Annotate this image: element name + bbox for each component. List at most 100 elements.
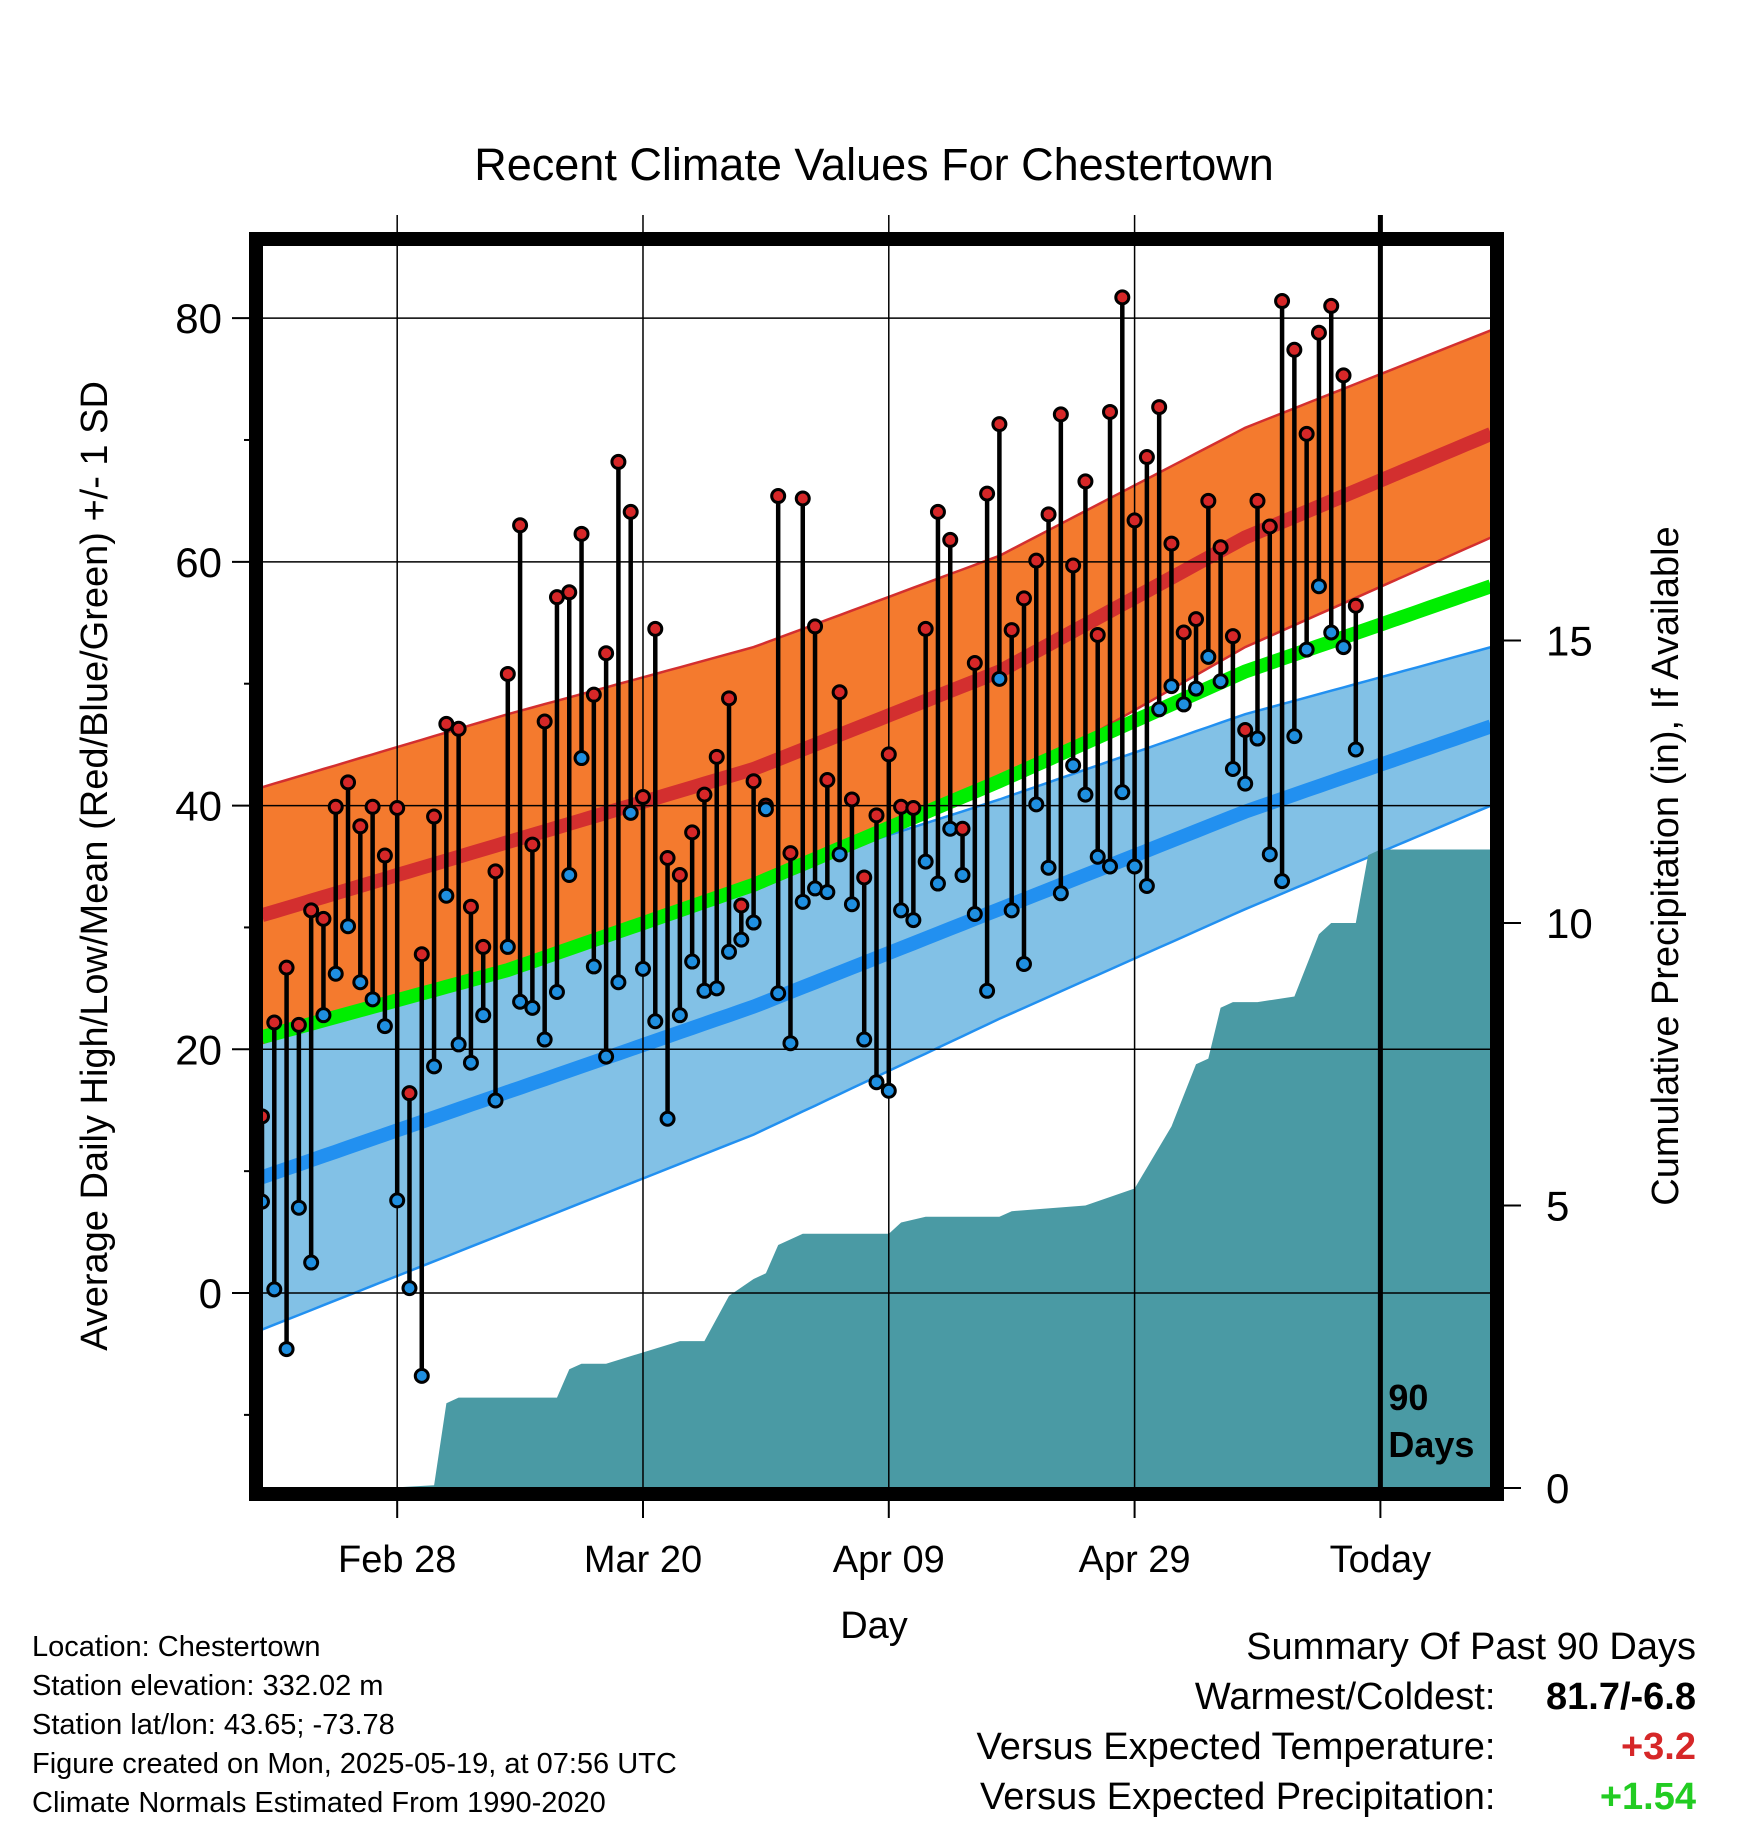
daily-low-point (1212, 673, 1229, 690)
elevation-text: Station elevation: 332.02 m (32, 1670, 384, 1702)
daily-low-point (979, 982, 996, 999)
daily-high-point (1274, 293, 1291, 310)
y-axis-label: Average Daily High/Low/Mean (Red/Blue/Gr… (74, 381, 116, 1351)
daily-high-point (745, 773, 762, 790)
daily-low-point (585, 958, 602, 975)
daily-low-point (880, 1082, 897, 1099)
daily-low-point (1335, 639, 1352, 656)
daily-high-point (1298, 425, 1315, 442)
daily-low-point (893, 902, 910, 919)
daily-low-point (1175, 696, 1192, 713)
daily-low-point (1188, 680, 1205, 697)
daily-low-point (610, 974, 627, 991)
daily-low-point (389, 1192, 406, 1209)
daily-low-point (548, 984, 565, 1001)
daily-high-point (856, 869, 873, 886)
daily-low-point (290, 1199, 307, 1216)
daily-low-point (315, 1007, 332, 1024)
daily-obs-layer (262, 289, 1364, 1384)
x-tick-label: Mar 20 (584, 1539, 702, 1581)
daily-low-point (1126, 858, 1143, 875)
daily-low-point (917, 853, 934, 870)
daily-low-point (843, 896, 860, 913)
daily-high-point (843, 791, 860, 808)
daily-low-point (524, 999, 541, 1016)
daily-high-point (364, 798, 381, 815)
daily-high-point (1347, 597, 1364, 614)
daily-low-point (634, 960, 651, 977)
latlon-text: Station lat/lon: 43.65; -73.78 (32, 1709, 395, 1741)
daily-low-point (684, 953, 701, 970)
y2-axis-label: Cumulative Precipitation (in), If Availa… (1645, 526, 1687, 1205)
x-tick-label: Apr 09 (833, 1539, 945, 1581)
daily-high-point (1040, 506, 1057, 523)
daily-low-point (757, 801, 774, 818)
daily-high-point (340, 774, 357, 791)
daily-high-point (573, 525, 590, 542)
daily-high-point (1015, 590, 1032, 607)
daily-high-point (733, 897, 750, 914)
daily-high-point (819, 771, 836, 788)
daily-low-point (413, 1367, 430, 1384)
daily-low-point (1323, 624, 1340, 641)
daily-low-point (1065, 757, 1082, 774)
daily-low-point (1114, 784, 1131, 801)
daily-high-point (979, 485, 996, 502)
daily-high-point (512, 517, 529, 534)
station-info: Location: Chestertown Station elevation:… (32, 1628, 677, 1823)
daily-high-point (684, 824, 701, 841)
daily-low-point (462, 1054, 479, 1071)
daily-low-point (1163, 678, 1180, 695)
precip-vs-expected-label: Versus Expected Precipitation: (980, 1776, 1496, 1818)
x-tick-label: Apr 29 (1079, 1539, 1191, 1581)
daily-low-point (708, 980, 725, 997)
daily-low-point (1102, 858, 1119, 875)
daily-low-point (499, 938, 516, 955)
daily-high-point (278, 959, 295, 976)
daily-low-point (1151, 701, 1168, 718)
daily-low-point (696, 982, 713, 999)
y-tick-label: 20 (175, 1026, 222, 1073)
daily-high-point (327, 798, 344, 815)
daily-high-point (905, 800, 922, 817)
daily-low-point (340, 918, 357, 935)
daily-high-point (831, 684, 848, 701)
daily-high-point (1163, 535, 1180, 552)
daily-high-point (1077, 473, 1094, 490)
daily-high-point (1126, 512, 1143, 529)
temp-vs-expected-value: +3.2 (1620, 1726, 1696, 1768)
precip-vs-expected-row: Versus Expected Precipitation: +1.54 (977, 1772, 1696, 1822)
days-word-label: Days (1388, 1424, 1474, 1465)
days-count-label: 90 (1388, 1377, 1428, 1418)
daily-high-point (450, 720, 467, 737)
warm-cold-label: Warmest/Coldest: (1194, 1676, 1496, 1718)
y2-tick-label: 10 (1546, 900, 1593, 947)
daily-low-point (450, 1036, 467, 1053)
daily-low-point (487, 1092, 504, 1109)
daily-high-point (462, 898, 479, 915)
daily-low-point (376, 1018, 393, 1035)
daily-high-point (1114, 289, 1131, 306)
daily-low-point (1237, 775, 1254, 792)
daily-high-point (634, 789, 651, 806)
daily-high-point (475, 938, 492, 955)
daily-high-point (1175, 624, 1192, 641)
daily-high-point (929, 503, 946, 520)
daily-low-point (475, 1007, 492, 1024)
x-tick-label: Feb 28 (338, 1539, 456, 1581)
daily-low-point (1298, 641, 1315, 658)
daily-high-point (1335, 367, 1352, 384)
daily-low-point (512, 993, 529, 1010)
daily-high-point (401, 1085, 418, 1102)
daily-high-point (696, 786, 713, 803)
location-text: Location: Chestertown (32, 1631, 321, 1663)
daily-high-point (991, 416, 1008, 433)
daily-low-point (1052, 885, 1069, 902)
daily-high-point (659, 849, 676, 866)
daily-low-point (536, 1031, 553, 1048)
daily-high-point (868, 807, 885, 824)
daily-high-point (303, 902, 320, 919)
daily-low-point (262, 1193, 270, 1210)
daily-high-point (499, 665, 516, 682)
plot-frame (249, 232, 1504, 1501)
